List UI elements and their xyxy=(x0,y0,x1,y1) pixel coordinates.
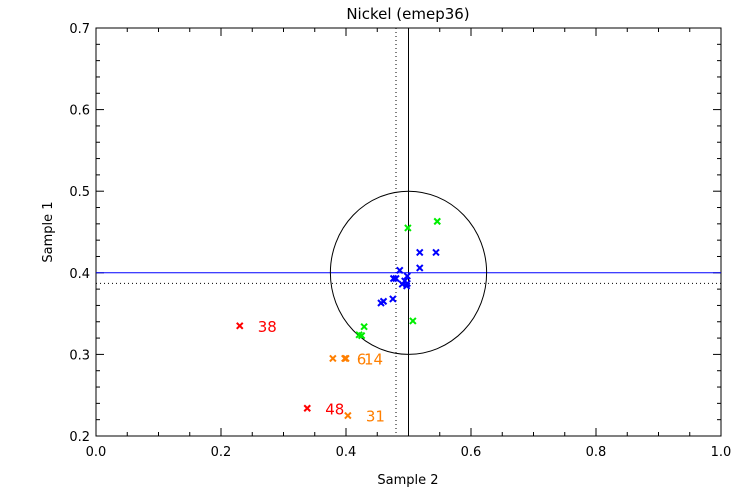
marker-stroke xyxy=(360,322,368,331)
marker-stroke xyxy=(379,297,388,306)
marker-stroke xyxy=(416,248,424,257)
marker-stroke xyxy=(398,280,406,288)
blue-point-marker xyxy=(392,274,400,283)
marker-stroke xyxy=(303,404,311,412)
green-point-marker xyxy=(433,217,441,226)
blue-point-marker xyxy=(402,282,411,290)
marker-stroke xyxy=(389,295,397,303)
marker-stroke xyxy=(396,266,404,275)
x-tick-label: 0.8 xyxy=(586,445,607,460)
x-axis-label: Sample 2 xyxy=(377,473,438,488)
x-tick-label: 1.0 xyxy=(711,445,732,460)
point-label: 6 xyxy=(357,350,367,368)
marker-stroke xyxy=(236,322,244,330)
marker-stroke xyxy=(342,354,350,363)
red-point-marker xyxy=(236,322,244,330)
blue-point-marker xyxy=(396,266,404,275)
orange-point-marker xyxy=(329,354,337,363)
chart-title: Nickel (emep36) xyxy=(346,5,469,23)
x-tick-label: 0.2 xyxy=(211,445,232,460)
blue-point-marker xyxy=(389,295,397,303)
point-label: 14 xyxy=(364,350,383,368)
y-tick-label: 0.7 xyxy=(69,22,90,37)
blue-point-marker xyxy=(403,272,411,280)
y-tick-label: 0.4 xyxy=(69,267,90,282)
marker-stroke xyxy=(355,331,363,339)
marker-stroke xyxy=(432,248,440,257)
red-point-marker xyxy=(303,404,311,412)
marker-stroke xyxy=(402,282,411,290)
blue-point-marker xyxy=(389,274,398,283)
target-circle xyxy=(329,190,488,355)
marker-stroke xyxy=(357,331,366,340)
y-axis-label: Sample 1 xyxy=(41,201,56,262)
y-tick-label: 0.2 xyxy=(69,430,90,445)
green-point-marker xyxy=(409,317,417,325)
orange-point-marker xyxy=(342,354,350,363)
blue-point-marker xyxy=(379,297,388,306)
green-point-marker xyxy=(404,224,412,232)
marker-stroke xyxy=(344,411,352,420)
point-label: 31 xyxy=(366,408,385,426)
green-point-marker xyxy=(360,322,368,331)
marker-stroke xyxy=(404,224,412,232)
x-tick-label: 0.0 xyxy=(86,445,107,460)
x-tick-label: 0.4 xyxy=(336,445,357,460)
y-tick-label: 0.3 xyxy=(69,348,90,363)
blue-point-marker xyxy=(416,264,424,272)
point-label: 48 xyxy=(325,400,344,418)
orange-point-marker xyxy=(344,411,352,420)
x-tick-label: 0.6 xyxy=(461,445,482,460)
marker-stroke xyxy=(433,217,441,226)
blue-point-marker xyxy=(416,248,424,257)
blue-point-marker xyxy=(398,280,406,288)
y-tick-label: 0.6 xyxy=(69,104,90,119)
green-point-marker xyxy=(357,331,366,340)
marker-stroke xyxy=(329,354,337,363)
marker-stroke xyxy=(389,274,398,283)
marker-stroke xyxy=(416,264,424,272)
marker-stroke xyxy=(403,272,411,280)
y-tick-label: 0.5 xyxy=(69,185,90,200)
marker-stroke xyxy=(409,317,417,325)
point-label: 38 xyxy=(258,318,277,336)
blue-point-marker xyxy=(432,248,440,257)
marker-stroke xyxy=(392,274,400,283)
